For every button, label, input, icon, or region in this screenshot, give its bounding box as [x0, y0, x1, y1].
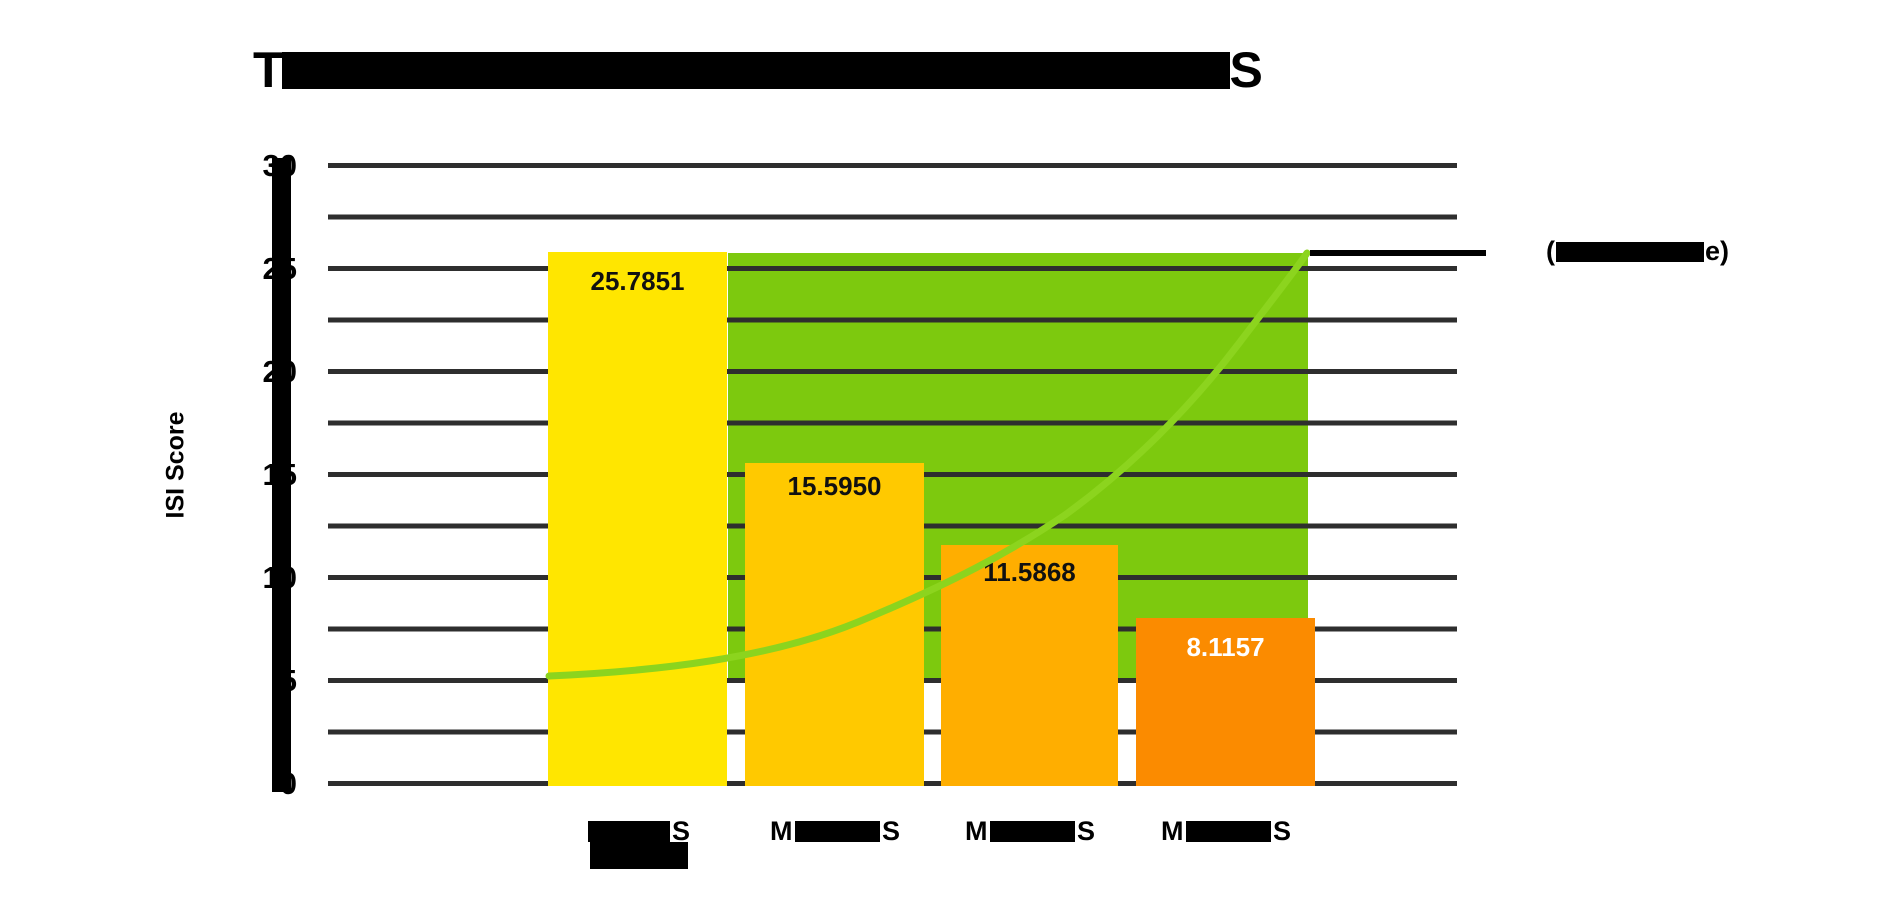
- x-label-4-last-letter: S: [1272, 816, 1291, 846]
- bar-2: 15.5950: [745, 463, 924, 786]
- legend-last-glyphs: e): [1705, 236, 1730, 266]
- chart-title-last-letter: S: [1229, 42, 1263, 98]
- bar-1: 25.7851: [548, 252, 727, 786]
- x-label-4: M S: [1161, 816, 1291, 847]
- chart-title-first-letter: T: [253, 42, 284, 98]
- x-label-2-first-letter: M: [770, 816, 793, 846]
- x-label-3: M S: [965, 816, 1095, 847]
- x-label-3-last-letter: S: [1076, 816, 1095, 846]
- chart-title-redaction-block: [281, 52, 1230, 89]
- legend-first-glyph: (: [1546, 236, 1555, 266]
- x-label-1: S: [586, 816, 690, 847]
- y-axis-line: [272, 158, 291, 792]
- x-label-2-redaction-block: [794, 821, 880, 842]
- bar-3: 11.5868: [941, 545, 1118, 786]
- bar-4-value-label: 8.1157: [1186, 632, 1265, 662]
- bar-2-value-label: 15.5950: [787, 471, 882, 501]
- x-label-3-redaction-block: [989, 821, 1075, 842]
- legend-label: ( e): [1546, 236, 1729, 267]
- legend-redaction-block: [1556, 241, 1704, 262]
- bar-3-value-label: 11.5868: [983, 557, 1076, 587]
- legend-leader-line: [1310, 250, 1486, 256]
- chart-title: T S: [253, 42, 1263, 98]
- bar-1-value-label: 25.7851: [590, 266, 685, 296]
- bar-4: 8.1157: [1136, 618, 1315, 786]
- x-label-2-last-letter: S: [881, 816, 900, 846]
- x-label-2: M S: [770, 816, 900, 847]
- x-label-1-second-line-redaction-block: [590, 842, 688, 869]
- x-label-3-first-letter: M: [965, 816, 988, 846]
- x-label-4-redaction-block: [1185, 821, 1271, 842]
- x-label-1-last-letter: S: [671, 816, 690, 846]
- x-label-4-first-letter: M: [1161, 816, 1184, 846]
- y-axis-title: ISI Score: [161, 411, 190, 519]
- x-label-1-redaction-block: [588, 821, 670, 842]
